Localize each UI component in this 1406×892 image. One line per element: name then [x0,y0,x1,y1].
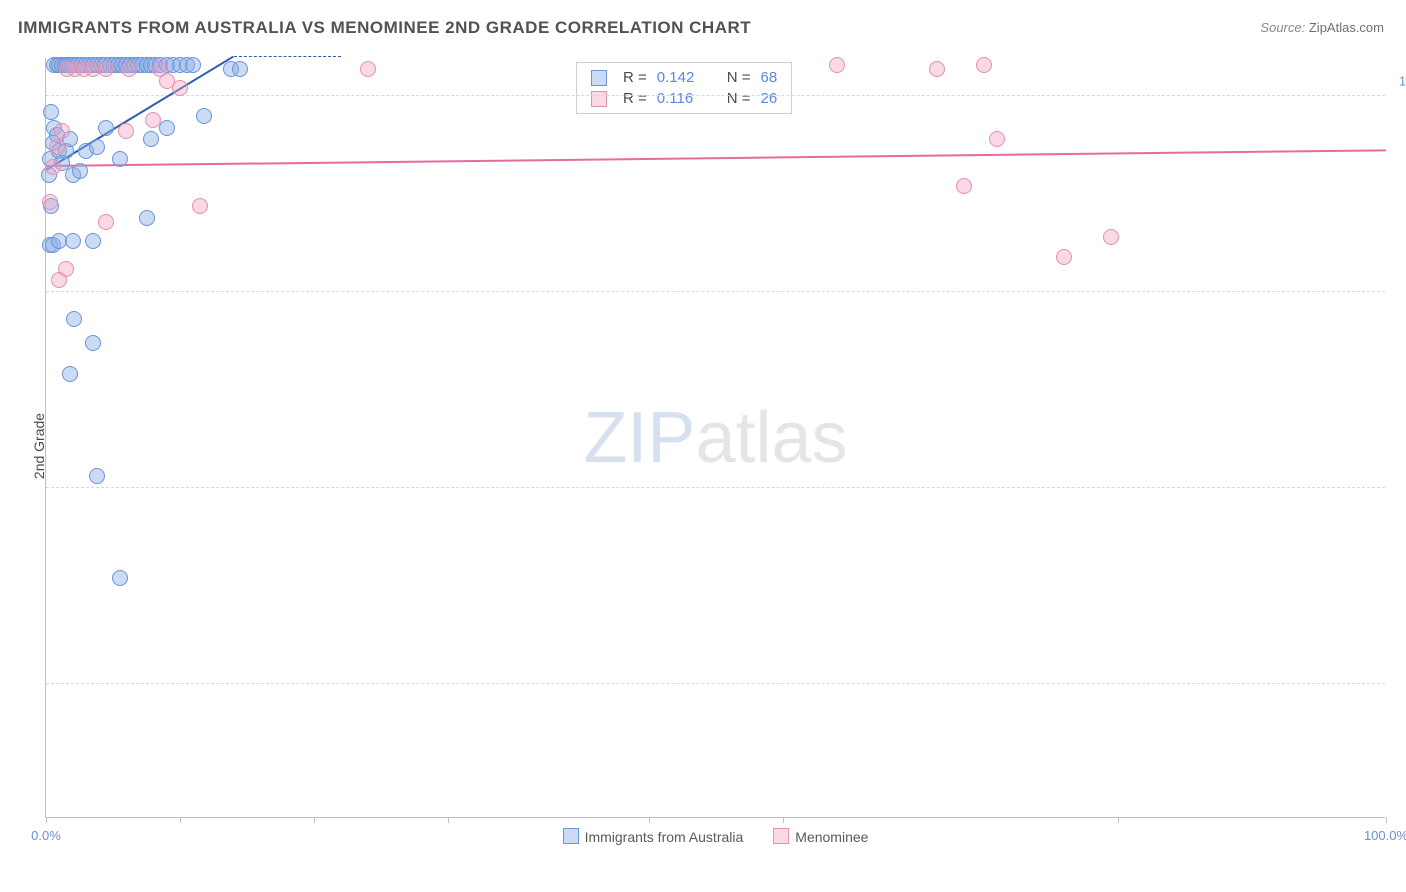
gridline-horizontal [46,683,1385,684]
series-legend-bottom: Immigrants from Australia Menominee [563,828,869,845]
legend-series-label: Menominee [795,829,868,845]
legend-correlation-row: R = 0.142 N = 68 [577,67,791,88]
data-point-menominee [49,139,65,155]
data-point-australia [85,233,101,249]
data-point-menominee [54,123,70,139]
y-tick-label: 100.0% [1389,74,1406,89]
legend-n-label: N = [727,69,751,86]
x-tick-major [46,817,47,823]
data-point-australia [185,57,201,73]
data-point-menominee [98,214,114,230]
legend-series-label: Immigrants from Australia [585,829,744,845]
data-point-menominee [45,159,61,175]
data-point-menominee [1056,249,1072,265]
y-tick-label: 92.5% [1389,661,1406,676]
data-point-australia [66,311,82,327]
x-tick-label: 0.0% [31,828,61,843]
x-tick-minor [1118,817,1119,823]
source-value: ZipAtlas.com [1309,20,1384,35]
x-tick-minor [448,817,449,823]
legend-swatch [563,828,579,844]
legend-correlation-row: R = 0.116 N = 26 [577,88,791,109]
data-point-australia [139,210,155,226]
data-point-australia [143,131,159,147]
data-point-menominee [976,57,992,73]
gridline-horizontal [46,95,1385,96]
data-point-australia [85,335,101,351]
watermark-zip: ZIP [583,398,695,478]
watermark-atlas: atlas [695,398,847,478]
legend-swatch [591,70,607,86]
source-attribution: Source: ZipAtlas.com [1260,20,1384,35]
data-point-australia [196,108,212,124]
x-tick-label: 100.0% [1364,828,1406,843]
data-point-australia [72,163,88,179]
data-point-menominee [829,57,845,73]
legend-n-label: N = [727,90,751,107]
x-tick-major [1386,817,1387,823]
data-point-menominee [145,112,161,128]
data-point-menominee [360,61,376,77]
trend-line-menominee [46,149,1386,167]
legend-n-value: 68 [761,69,778,86]
data-point-menominee [172,80,188,96]
legend-series-item: Immigrants from Australia [563,828,744,845]
data-point-australia [159,120,175,136]
legend-swatch [773,828,789,844]
data-point-australia [112,151,128,167]
source-label: Source: [1260,20,1305,35]
gridline-horizontal [46,487,1385,488]
data-point-menominee [929,61,945,77]
legend-r-label: R = [623,69,647,86]
data-point-menominee [42,194,58,210]
trend-line-dash-australia [234,56,341,57]
data-point-menominee [98,61,114,77]
data-point-australia [65,233,81,249]
legend-r-value: 0.116 [657,90,707,107]
data-point-menominee [51,272,67,288]
data-point-australia [89,468,105,484]
scatter-plot-area: ZIPatlas R =0.142N =68R =0.116N =26 Immi… [45,58,1385,818]
x-tick-minor [783,817,784,823]
gridline-horizontal [46,291,1385,292]
data-point-australia [62,366,78,382]
legend-n-value: 26 [761,90,778,107]
data-point-australia [98,120,114,136]
x-tick-minor [314,817,315,823]
watermark: ZIPatlas [583,397,847,479]
y-tick-label: 95.0% [1389,465,1406,480]
correlation-legend-box: R = 0.142 N = 68 R = 0.116 N = 26 [576,62,792,114]
data-point-menominee [956,178,972,194]
data-point-australia [89,139,105,155]
data-point-menominee [1103,229,1119,245]
data-point-menominee [121,61,137,77]
chart-title: IMMIGRANTS FROM AUSTRALIA VS MENOMINEE 2… [18,18,751,38]
x-tick-minor [649,817,650,823]
data-point-australia [232,61,248,77]
x-tick-minor [180,817,181,823]
data-point-menominee [118,123,134,139]
data-point-australia [112,570,128,586]
legend-r-value: 0.142 [657,69,707,86]
data-point-menominee [989,131,1005,147]
data-point-australia [43,104,59,120]
y-tick-label: 97.5% [1389,270,1406,285]
legend-series-item: Menominee [773,828,868,845]
legend-r-label: R = [623,90,647,107]
legend-swatch [591,91,607,107]
data-point-menominee [192,198,208,214]
